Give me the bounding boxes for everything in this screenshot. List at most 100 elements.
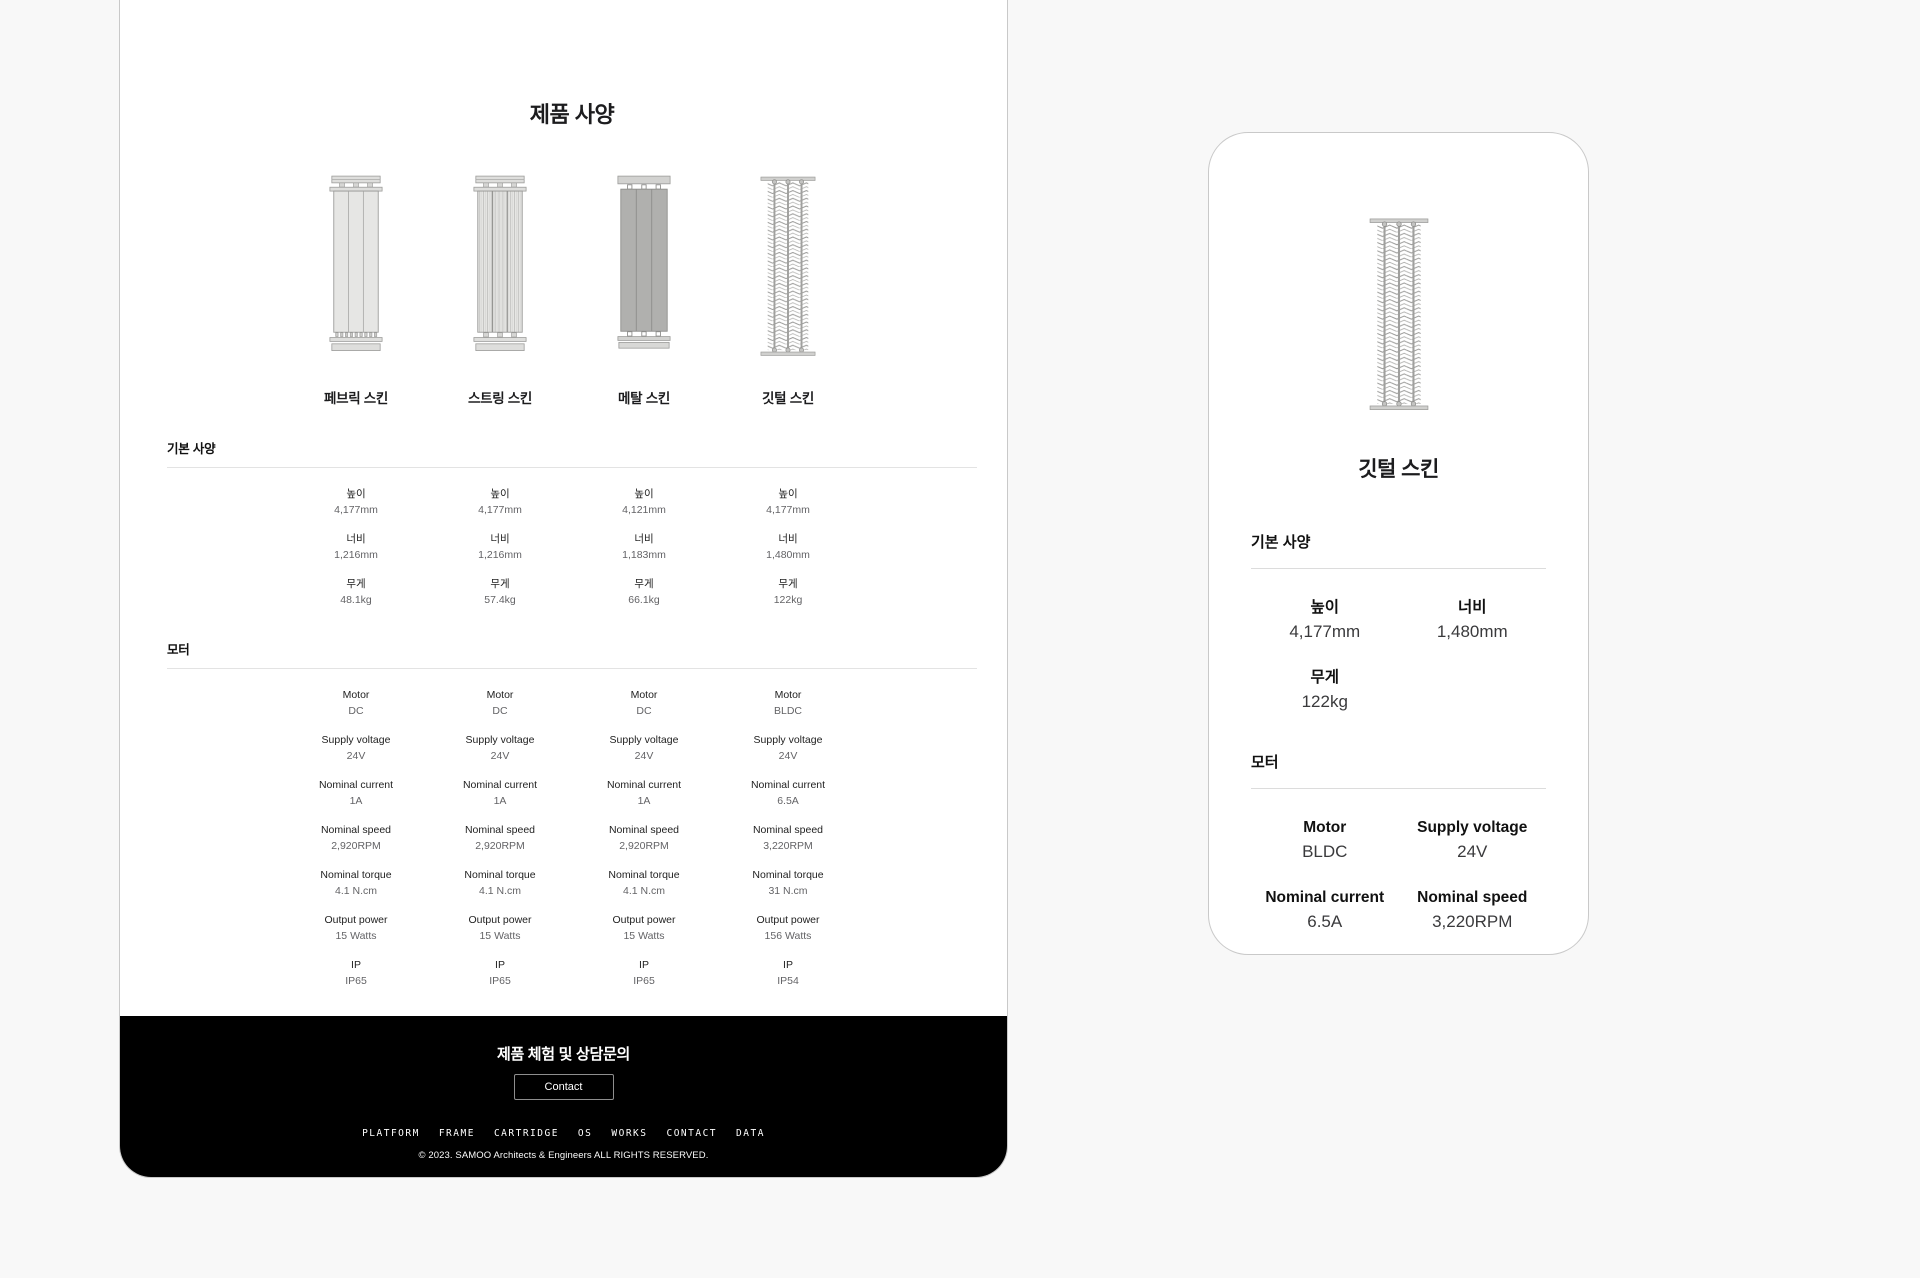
spec-row-supply-voltage: Supply voltage 24V Supply voltage 24V Supp… <box>167 733 977 764</box>
spec-row-nominal-current: Nominal current 1A Nominal current 1A Nomi… <box>167 778 977 809</box>
card-divider <box>1251 568 1546 569</box>
footer-nav-cartridge[interactable]: CARTRIDGE <box>493 1128 559 1139</box>
spec-label: Nominal speed <box>320 824 392 836</box>
spec-label: 너비 <box>634 533 654 545</box>
spec-label: 무게 <box>778 578 798 590</box>
section-divider <box>167 668 977 669</box>
panel-content: 제품 사양 <box>120 0 1007 1003</box>
page-title: 제품 사양 <box>529 102 615 127</box>
product-name: 깃털 스킨 <box>762 391 814 406</box>
product-illustrations-row <box>167 171 977 361</box>
spec-value: IP65 <box>489 975 511 987</box>
contact-button[interactable]: Contact <box>513 1074 614 1100</box>
spec-label: Motor <box>342 689 370 701</box>
spec-label: Nominal speed <box>1417 889 1528 906</box>
spec-label: 너비 <box>1457 599 1487 616</box>
spec-value: 4,177mm <box>334 504 378 516</box>
spec-label: Motor <box>486 689 514 701</box>
footer-copyright: © 2023. SAMOO Architects & Engineers ALL… <box>418 1150 709 1161</box>
spec-value: 4.1 N.cm <box>622 885 665 897</box>
spec-value: 4,121mm <box>622 504 666 516</box>
footer-nav-contact[interactable]: CONTACT <box>666 1128 718 1139</box>
card-motor-grid: Motor BLDC Supply voltage 24V Nominal cu… <box>1251 817 1546 933</box>
spec-label: Nominal current <box>318 779 394 791</box>
spec-row-height: 높이 4,177mm 높이 4,177mm 높이 4,121mm 높이 4,177mm <box>167 487 977 518</box>
spec-label: Supply voltage <box>609 734 679 746</box>
spec-value: BLDC <box>1302 842 1348 861</box>
spec-value: 6.5A <box>1307 912 1343 931</box>
footer-heading: 제품 체험 및 상담문의 <box>496 1046 631 1063</box>
spec-value: 1,183mm <box>622 549 666 561</box>
spec-label: Nominal speed <box>752 824 824 836</box>
spec-value: 3,220RPM <box>1432 912 1513 931</box>
spec-label: Nominal torque <box>320 869 392 881</box>
spec-label: Supply voltage <box>321 734 391 746</box>
spec-label: Nominal speed <box>608 824 680 836</box>
card-spec-nominal-current: Nominal current 6.5A <box>1251 887 1399 933</box>
spec-label: Nominal current <box>1265 889 1385 906</box>
footer-nav-os[interactable]: OS <box>577 1128 593 1139</box>
footer-nav-works[interactable]: WORKS <box>611 1128 648 1139</box>
spec-value: IP54 <box>777 975 799 987</box>
spec-value: 6.5A <box>777 795 799 807</box>
spec-row-output-power: Output power 15 Watts Output power 15 Watt… <box>167 913 977 944</box>
spec-value: 57.4kg <box>484 594 516 606</box>
card-spec-height: 높이 4,177mm <box>1251 597 1399 643</box>
spec-label: 무게 <box>490 578 510 590</box>
spec-label: 너비 <box>346 533 366 545</box>
spec-label: IP <box>783 959 793 971</box>
feather-skin-illustration <box>716 171 860 361</box>
spec-value: 4.1 N.cm <box>478 885 521 897</box>
footer-nav-frame[interactable]: FRAME <box>438 1128 475 1139</box>
string-skin-illustration <box>428 171 572 361</box>
spec-label: 높이 <box>490 488 510 500</box>
spec-label: Output power <box>612 914 676 926</box>
spec-label: Output power <box>324 914 388 926</box>
spec-label: 높이 <box>778 488 798 500</box>
product-names-row: 페브릭 스킨 스트링 스킨 메탈 스킨 깃털 스킨 <box>167 387 977 407</box>
spec-label: Output power <box>468 914 532 926</box>
spec-label: IP <box>495 959 505 971</box>
spec-label: 무게 <box>1310 669 1340 686</box>
card-divider <box>1251 788 1546 789</box>
spec-value: 1,480mm <box>1436 622 1508 641</box>
spec-value: 3,220RPM <box>763 840 813 852</box>
spec-label: 높이 <box>1310 599 1340 616</box>
spec-value: 4,177mm <box>766 504 810 516</box>
spec-row-motor: Motor DC Motor DC Motor DC Motor BLDC <box>167 688 977 719</box>
spec-value: 66.1kg <box>628 594 660 606</box>
card-spec-supply-voltage: Supply voltage 24V <box>1399 817 1547 863</box>
spec-value: 122kg <box>773 594 803 606</box>
spec-label: IP <box>639 959 649 971</box>
spec-label: Nominal torque <box>464 869 536 881</box>
section-heading: 기본 사양 <box>167 442 216 456</box>
spec-value: 122kg <box>1301 692 1348 711</box>
spec-value: 15 Watts <box>479 930 521 942</box>
spec-label: Nominal current <box>606 779 682 791</box>
spec-value: 156 Watts <box>764 930 812 942</box>
spec-row-weight: 무게 48.1kg 무게 57.4kg 무게 66.1kg 무게 122kg <box>167 577 977 608</box>
spec-label: Nominal torque <box>608 869 680 881</box>
spec-value: IP65 <box>633 975 655 987</box>
product-name: 페브릭 스킨 <box>323 391 389 406</box>
spec-label: 무게 <box>346 578 366 590</box>
spec-label: Nominal current <box>750 779 826 791</box>
card-spec-nominal-speed: Nominal speed 3,220RPM <box>1399 887 1547 933</box>
spec-value: 1,480mm <box>766 549 810 561</box>
spec-label: Motor <box>630 689 658 701</box>
spec-label: 높이 <box>634 488 654 500</box>
spec-label: IP <box>351 959 361 971</box>
mobile-spec-card: 깃털 스킨 기본 사양 높이 4,177mm 너비 1,480mm 무게 122… <box>1208 132 1589 955</box>
spec-value: BLDC <box>773 705 802 717</box>
feather-skin-illustration <box>1251 213 1546 415</box>
spec-label: 무게 <box>634 578 654 590</box>
footer-nav-data[interactable]: DATA <box>736 1128 765 1139</box>
footer-nav-platform[interactable]: PLATFORM <box>362 1128 420 1139</box>
panel-footer: 제품 체험 및 상담문의 Contact PLATFORM FRAME CART… <box>120 1016 1007 1177</box>
card-section-heading: 모터 <box>1251 754 1279 771</box>
spec-value: 1A <box>493 795 507 807</box>
product-name: 메탈 스킨 <box>618 391 670 406</box>
fabric-skin-illustration <box>284 171 428 361</box>
spec-value: 1,216mm <box>478 549 522 561</box>
spec-value: 1,216mm <box>334 549 378 561</box>
